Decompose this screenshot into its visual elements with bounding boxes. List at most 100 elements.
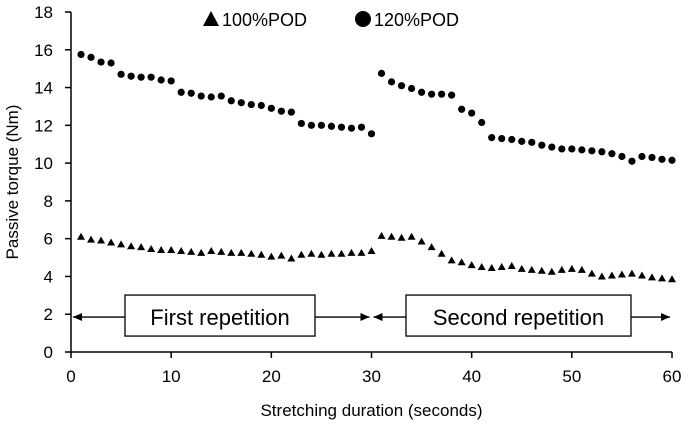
circle-point <box>478 118 486 127</box>
triangle-point <box>357 248 366 256</box>
phase-label-box <box>124 294 316 337</box>
triangle-point <box>467 261 476 269</box>
triangle-point <box>337 249 346 257</box>
triangle-point <box>227 248 236 256</box>
circle-point <box>548 143 556 151</box>
x-tick-label: 60 <box>663 367 682 386</box>
y-tick-label: 4 <box>44 267 53 286</box>
y-tick-label: 0 <box>44 343 53 362</box>
circle-point <box>428 90 436 98</box>
circle-point <box>77 50 85 59</box>
circle-point <box>387 78 396 86</box>
circle-point <box>137 73 145 81</box>
legend: 100%POD 120%POD <box>203 10 459 30</box>
circle-point <box>608 150 616 158</box>
circle-point <box>177 88 185 96</box>
circle-point <box>528 138 536 146</box>
circle-point <box>367 130 376 138</box>
circle-point <box>147 73 155 81</box>
triangle-point <box>377 231 386 239</box>
arrowhead-right <box>661 313 670 322</box>
triangle-point <box>417 237 426 245</box>
circle-point <box>498 134 506 143</box>
circle-point <box>267 104 275 112</box>
triangle-point <box>517 264 526 272</box>
circle-point <box>508 135 516 144</box>
circle-point <box>197 92 205 100</box>
triangle-point <box>497 263 506 270</box>
circle-point <box>307 121 315 129</box>
phase-label: Second repetition <box>433 305 604 330</box>
triangle-point <box>657 274 666 282</box>
triangle-point <box>557 265 566 273</box>
circle-point <box>277 107 285 115</box>
y-tick-label: 16 <box>34 41 53 60</box>
circle-point <box>468 109 476 117</box>
triangle-point <box>477 263 486 270</box>
data-marks <box>77 50 676 283</box>
circle-point <box>347 124 356 132</box>
circle-point <box>488 134 496 142</box>
triangle-point <box>547 267 556 275</box>
triangle-point <box>307 249 316 257</box>
circle-point <box>618 152 626 161</box>
circle-point <box>107 59 115 67</box>
triangle-point <box>617 270 626 278</box>
x-tick-label: 40 <box>462 367 481 386</box>
circle-point <box>588 147 596 155</box>
triangle-point <box>217 247 226 255</box>
circle-point <box>598 148 606 156</box>
y-tick-label: 2 <box>44 305 53 324</box>
phase-annotations: First repetition Second repetition <box>73 294 670 337</box>
circle-point <box>658 155 666 163</box>
circle-point <box>538 141 546 149</box>
triangle-point <box>327 249 336 257</box>
circle-point <box>407 84 416 93</box>
triangle-point <box>157 246 166 253</box>
circle-point <box>207 93 215 101</box>
arrowhead-left <box>373 313 383 322</box>
y-axis-title: Passive torque (Nm) <box>3 105 22 260</box>
triangle-point <box>407 232 416 240</box>
triangle-point <box>647 273 656 281</box>
x-tick-label: 30 <box>362 367 381 386</box>
triangle-point <box>457 258 466 266</box>
triangle-point <box>527 265 536 273</box>
circle-point <box>97 58 105 66</box>
circle-point <box>227 97 235 105</box>
triangle-point <box>387 232 396 240</box>
x-tick-label: 0 <box>66 367 75 386</box>
legend-circle-marker <box>355 11 371 27</box>
circle-point <box>87 53 95 61</box>
triangle-point <box>77 232 86 240</box>
circle-point <box>397 82 406 90</box>
triangle-point <box>87 235 96 243</box>
triangle-point <box>487 263 496 271</box>
circle-point <box>458 105 466 113</box>
phase-label: First repetition <box>150 305 289 330</box>
circle-point <box>377 69 386 77</box>
y-tick-label: 6 <box>44 230 53 249</box>
triangle-point <box>607 271 616 279</box>
triangle-point <box>247 249 256 257</box>
circle-point <box>578 146 586 154</box>
triangle-point <box>257 250 266 258</box>
circle-point <box>127 72 135 80</box>
x-tick-label: 50 <box>562 367 581 386</box>
circle-point <box>448 91 456 99</box>
arrowhead-right <box>360 313 370 322</box>
circle-point <box>648 153 656 162</box>
triangle-point <box>117 240 126 248</box>
triangle-point <box>587 269 596 277</box>
axes: 0 2 4 6 8 10 12 14 16 18 0 10 20 30 40 50 60 Stretching d… <box>3 3 681 420</box>
circle-point <box>247 100 255 109</box>
triangle-point <box>187 247 196 255</box>
circle-point <box>568 145 576 153</box>
triangle-point <box>107 238 116 246</box>
triangle-point <box>127 242 136 250</box>
legend-label: 100%POD <box>222 10 307 30</box>
triangle-point <box>317 250 326 258</box>
triangle-point <box>397 233 406 241</box>
circle-point <box>668 156 676 164</box>
